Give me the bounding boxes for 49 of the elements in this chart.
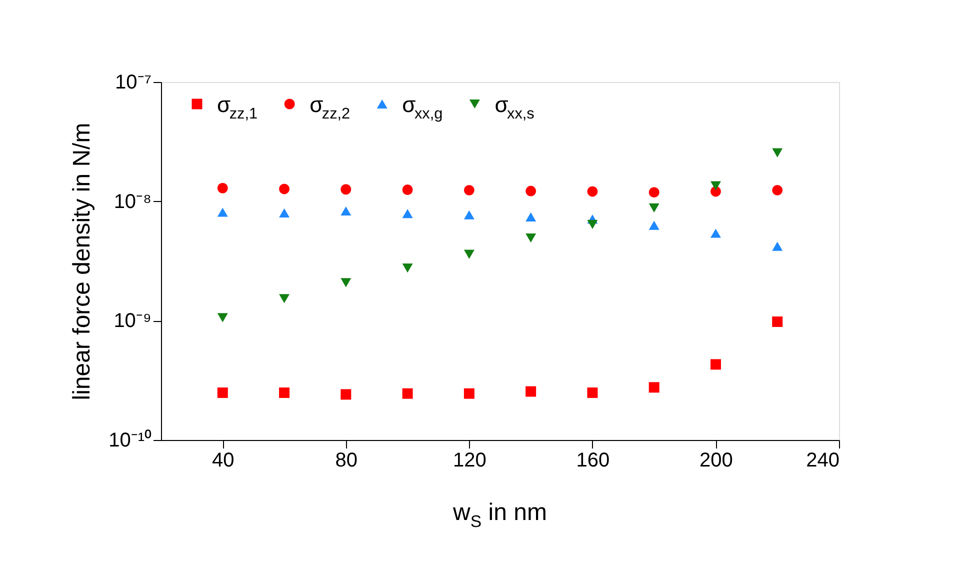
point (587, 186, 598, 197)
point (464, 250, 474, 259)
point (340, 206, 352, 216)
point (587, 387, 598, 398)
point (217, 387, 228, 398)
x-tick-label: 120 (452, 450, 486, 472)
y-tick-label: 10⁻⁹ (114, 310, 152, 332)
point (772, 184, 783, 196)
point (526, 233, 536, 243)
point (710, 181, 721, 190)
y-axis-title: linear force density in N/m (68, 122, 96, 400)
x-tick-label: 240 (806, 450, 840, 472)
point (587, 220, 598, 230)
point (279, 184, 290, 194)
x-tick-label: 40 (212, 450, 234, 472)
point (710, 228, 721, 238)
point (340, 278, 352, 288)
point (279, 387, 290, 398)
point (526, 212, 536, 222)
point (710, 359, 721, 370)
point (279, 208, 290, 218)
y-tick-label: 10⁻⁷ (115, 72, 152, 94)
point (464, 210, 474, 220)
point (526, 386, 536, 397)
point (340, 389, 352, 400)
x-tick-label: 160 (576, 450, 610, 472)
point (402, 184, 413, 195)
point (648, 220, 660, 230)
x-tick-label: 80 (335, 450, 358, 472)
y-tick-label: 10⁻⁸ (114, 190, 152, 213)
y-tick-label: 10⁻¹⁰ (108, 428, 152, 452)
point (772, 242, 783, 251)
x-tick-label: 200 (700, 450, 733, 472)
point (464, 388, 474, 399)
point (217, 208, 228, 217)
point (402, 388, 413, 399)
point (217, 182, 228, 194)
point (340, 184, 352, 195)
point (279, 294, 290, 304)
point (772, 148, 783, 158)
point (648, 382, 660, 393)
point (217, 313, 228, 322)
point (772, 316, 783, 327)
point (648, 187, 660, 198)
point (402, 209, 413, 218)
point (648, 203, 660, 212)
point (402, 264, 413, 273)
point (526, 186, 536, 196)
point (464, 184, 474, 196)
